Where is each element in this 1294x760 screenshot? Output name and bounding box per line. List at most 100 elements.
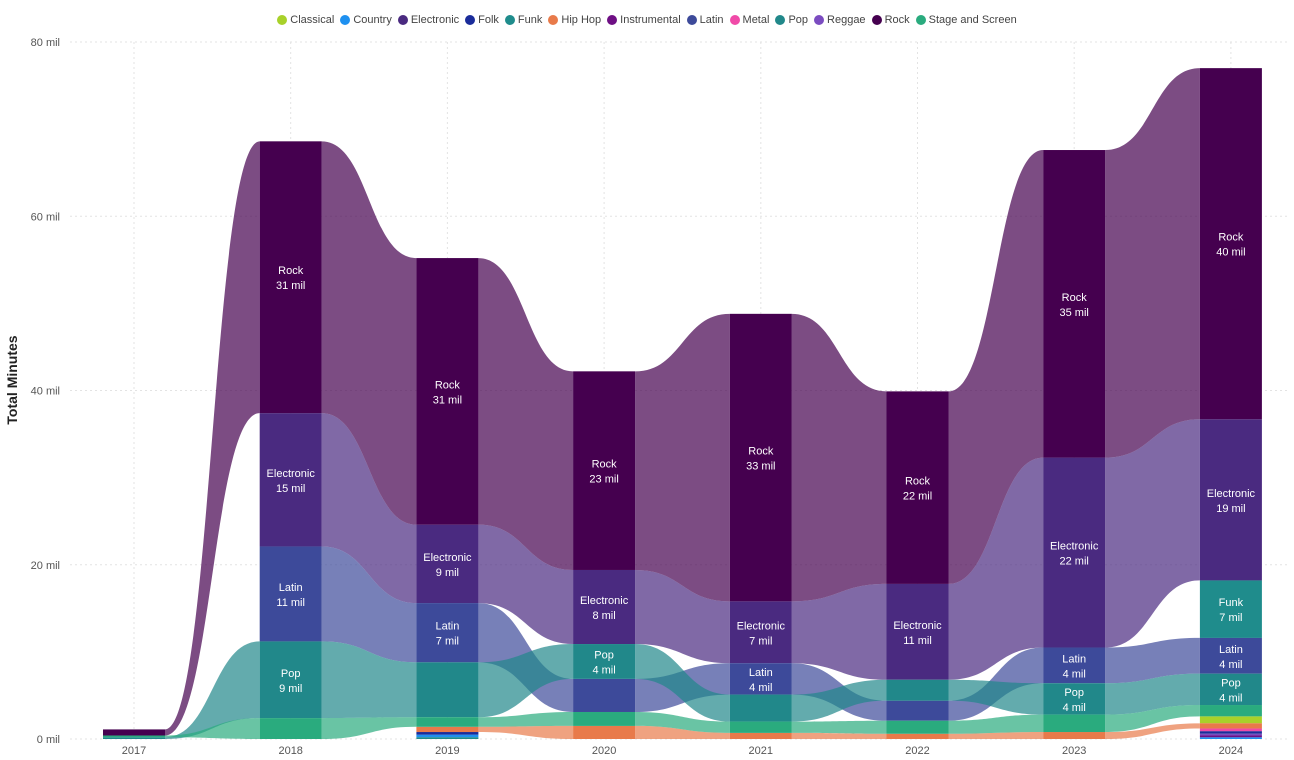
bar-segment-electronic-2022[interactable] <box>886 583 949 680</box>
bar-segment-rock-2019[interactable] <box>416 258 479 525</box>
legend-item-latin[interactable]: Latin <box>686 14 724 26</box>
bar-segment-pop-2020[interactable] <box>573 644 636 679</box>
bar-segment-stage-and-screen-2021[interactable] <box>729 721 792 733</box>
bar-segment-pop-2023[interactable] <box>1043 683 1106 715</box>
bar-segment-stage-and-screen-2024[interactable] <box>1199 705 1262 717</box>
bar-segment-electronic-2023[interactable] <box>1043 457 1106 648</box>
bar-segment-rock-2018[interactable] <box>259 141 322 414</box>
bar-segment-hip-hop-2020[interactable] <box>573 725 636 739</box>
bar-segment-rock-2024[interactable] <box>1199 68 1262 420</box>
legend-item-rock[interactable]: Rock <box>871 14 910 26</box>
bar-segment-hip-hop-2021[interactable] <box>729 732 792 739</box>
bar-segment-latin-2020[interactable] <box>573 678 636 712</box>
data-label-value: 7 mil <box>436 636 459 648</box>
bar-segment-stage-and-screen-2023[interactable] <box>1043 714 1106 733</box>
data-label-value: 7 mil <box>749 635 772 647</box>
data-label-name: Rock <box>1218 232 1244 244</box>
legend-item-instrumental[interactable]: Instrumental <box>607 14 681 26</box>
legend-label-hip-hop: Hip Hop <box>561 14 602 26</box>
bar-segment-electronic-2021[interactable] <box>729 601 792 664</box>
bar-segment-latin-2021[interactable] <box>729 663 792 695</box>
chart-legend: Classical Country Electronic Folk Funk Hip Ho… <box>0 11 1294 29</box>
bar-segment-electronic-2024[interactable] <box>1199 419 1262 581</box>
bar-segment-stage-and-screen-2020[interactable] <box>573 711 636 726</box>
bar-segment-pop-2024[interactable] <box>1199 673 1262 706</box>
bar-segment-pop-2019[interactable] <box>416 662 479 718</box>
bar-segment-latin-2018[interactable] <box>259 546 322 642</box>
legend-item-hip-hop[interactable]: Hip Hop <box>548 14 601 26</box>
legend-swatch-latin <box>686 15 697 25</box>
legend-item-pop[interactable]: Pop <box>775 14 808 26</box>
legend-item-metal[interactable]: Metal <box>729 14 769 26</box>
bar-segment-pop-2018[interactable] <box>259 641 322 719</box>
data-label-name: Funk <box>1219 597 1244 609</box>
data-label-name: Latin <box>749 667 773 679</box>
bar-segment-rock-2022[interactable] <box>886 391 949 584</box>
bar-segment-electronic-2018[interactable] <box>259 413 322 547</box>
bar-segment-rock-2017[interactable] <box>103 729 165 736</box>
bar-segment-latin-2019[interactable] <box>416 603 479 663</box>
data-label-value: 4 mil <box>749 682 772 694</box>
ribbon-rock-2022-2023 <box>948 150 1044 584</box>
bar-segment-latin-2024[interactable] <box>1199 637 1262 674</box>
bar-segment-pop-2022[interactable] <box>886 679 949 701</box>
x-tick-label: 2024 <box>1219 745 1243 757</box>
data-label-name: Electronic <box>1050 541 1099 553</box>
data-label-name: Rock <box>435 379 461 391</box>
bar-segment-stage-and-screen-2018[interactable] <box>259 718 322 739</box>
data-label-value: 33 mil <box>746 461 775 473</box>
ribbon-pop-2017-2018 <box>165 641 260 739</box>
data-label-value: 31 mil <box>433 394 462 406</box>
bar-segment-pop-2017[interactable] <box>103 737 165 739</box>
bar-segment-funk-2019[interactable] <box>416 737 479 739</box>
legend-item-country[interactable]: Country <box>340 14 392 26</box>
bar-segment-hip-hop-2019[interactable] <box>416 726 479 733</box>
ribbon-hip-hop-2023-2024 <box>1105 723 1200 739</box>
bar-segment-hip-hop-2023[interactable] <box>1043 732 1106 739</box>
bar-segment-stage-and-screen-2019[interactable] <box>416 717 479 727</box>
ribbon-rock-2019-2020 <box>478 258 574 570</box>
legend-item-classical[interactable]: Classical <box>277 14 334 26</box>
bar-segment-latin-2023[interactable] <box>1043 647 1106 684</box>
bar-segment-folk-2024[interactable] <box>1199 731 1262 734</box>
y-tick-label: 80 mil <box>31 37 60 49</box>
bar-segment-rock-2021[interactable] <box>729 313 792 602</box>
bar-segment-rock-2023[interactable] <box>1043 150 1106 458</box>
data-label-name: Latin <box>435 621 459 633</box>
bar-segment-rock-2020[interactable] <box>573 371 636 570</box>
data-label-value: 4 mil <box>592 664 615 676</box>
legend-item-stage-and-screen[interactable]: Stage and Screen <box>915 14 1017 26</box>
bar-segment-electronic-2020[interactable] <box>573 569 636 645</box>
bar-segment-latin-2022[interactable] <box>886 700 949 721</box>
ribbon-electronic-2021-2022 <box>791 583 887 680</box>
data-labels: Rock 31 mil Electronic 15 mil Latin 11 mil Pop… <box>267 232 1256 714</box>
bar-segment-funk-2024[interactable] <box>1199 580 1262 638</box>
legend-item-funk[interactable]: Funk <box>504 14 542 26</box>
legend-item-folk[interactable]: Folk <box>465 14 499 26</box>
bar-segment-pop-2021[interactable] <box>729 694 792 722</box>
legend-item-electronic[interactable]: Electronic <box>397 14 459 26</box>
bar-segment-stage-and-screen-2022[interactable] <box>886 720 949 734</box>
data-label-value: 35 mil <box>1060 307 1089 319</box>
legend-item-reggae[interactable]: Reggae <box>814 14 866 26</box>
bar-segment-stage-and-screen-2017[interactable] <box>103 735 165 738</box>
bar-segment-country-2019[interactable] <box>416 734 479 738</box>
legend-swatch-classical <box>277 15 288 25</box>
legend-label-latin: Latin <box>699 14 724 26</box>
bar-segment-reggae-2024[interactable] <box>1199 733 1262 736</box>
data-label-value: 4 mil <box>1063 668 1086 680</box>
legend-label-classical: Classical <box>290 14 335 26</box>
bar-segment-country-2024[interactable] <box>1199 737 1262 739</box>
bar-segment-metal-2024[interactable] <box>1199 728 1262 732</box>
bar-segment-instrumental-2024[interactable] <box>1199 735 1262 738</box>
data-label-value: 9 mil <box>279 683 302 695</box>
bar-segment-hip-hop-2024[interactable] <box>1199 723 1262 729</box>
ribbon-electronic-2019-2020 <box>478 524 574 645</box>
ribbon-pop-2018-2019 <box>321 641 417 719</box>
bar-segment-folk-2019[interactable] <box>416 732 479 735</box>
legend-swatch-hip-hop <box>548 15 559 25</box>
bar-segment-classical-2024[interactable] <box>1199 716 1262 724</box>
bar-segment-electronic-2019[interactable] <box>416 524 479 604</box>
bar-segment-hip-hop-2022[interactable] <box>886 733 949 739</box>
